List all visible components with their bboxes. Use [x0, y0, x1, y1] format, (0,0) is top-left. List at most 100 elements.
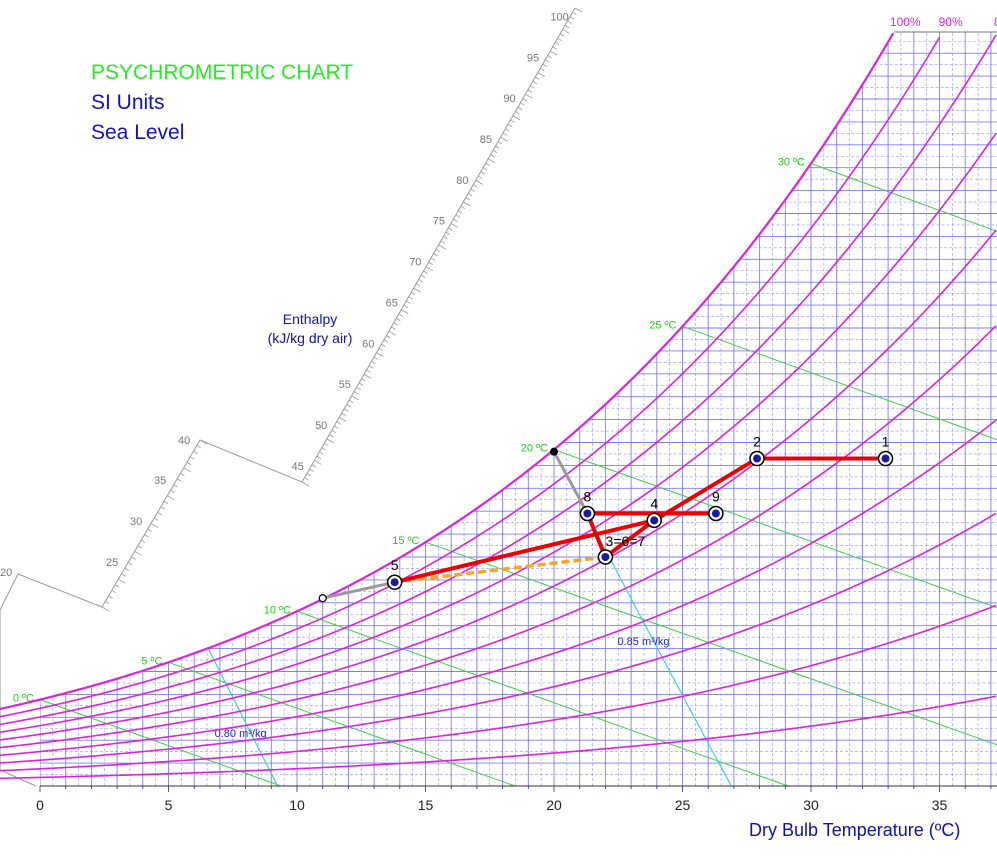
enthalpy-tick-label: 95	[527, 52, 539, 64]
state-point-label: 2	[753, 434, 761, 450]
enthalpy-scale-line	[0, 7, 576, 770]
state-point-dot	[650, 516, 659, 525]
enthalpy-tick	[572, 11, 577, 16]
x-tick-label: 35	[932, 797, 948, 813]
state-point-label: 5	[391, 557, 399, 573]
enthalpy-tick	[183, 467, 191, 473]
gray-process-line	[322, 580, 395, 600]
enthalpy-tick-label: 30	[130, 516, 142, 528]
enthalpy-tick	[373, 356, 379, 360]
enthalpy-tick	[393, 322, 399, 326]
enthalpy-tick	[473, 184, 478, 188]
enthalpy-tick	[157, 512, 162, 516]
rh-curve-30	[0, 512, 997, 764]
enthalpy-tick	[540, 67, 545, 72]
enthalpy-tick	[388, 330, 397, 336]
enthalpy-tick	[304, 477, 309, 481]
enthalpy-tick	[569, 16, 575, 20]
enthalpy-tick	[111, 589, 117, 594]
enthalpy-tick	[520, 102, 525, 106]
enthalpy-tick	[319, 451, 324, 455]
enthalpy-tick	[403, 304, 408, 309]
enthalpy-tick	[567, 20, 572, 24]
enthalpy-tick	[173, 484, 179, 488]
enthalpy-tick	[396, 317, 401, 322]
enthalpy-tick	[314, 460, 322, 465]
enthalpy-tick-label: 20	[0, 567, 12, 579]
x-tick-label: 25	[675, 797, 691, 813]
x-tick-label: 15	[418, 797, 434, 813]
enthalpy-tick	[527, 89, 533, 93]
enthalpy-tick	[160, 506, 166, 510]
x-tick-label: 10	[289, 797, 305, 813]
enthalpy-tick	[448, 227, 453, 231]
enthalpy-tick-label: 55	[339, 379, 351, 391]
enthalpy-tick	[535, 76, 540, 80]
state-point-4: 4	[646, 495, 662, 529]
enthalpy-tick	[150, 523, 159, 528]
enthalpy-tick	[430, 257, 436, 261]
enthalpy-tick	[324, 442, 329, 447]
enthalpy-tick	[351, 395, 359, 401]
state-point-dot	[753, 454, 762, 463]
wet-bulb-label: 15 ºC	[392, 535, 419, 547]
enthalpy-tick-label: 50	[315, 420, 327, 432]
enthalpy-tick-label: 35	[154, 475, 166, 487]
enthalpy-tick-label: 75	[433, 216, 445, 228]
enthalpy-tick	[114, 584, 120, 588]
chart-altitude: Sea Level	[91, 121, 185, 144]
enthalpy-tick	[341, 412, 346, 416]
enthalpy-tick	[440, 240, 446, 244]
enthalpy-tick	[108, 595, 113, 599]
enthalpy-tick	[480, 171, 485, 175]
enthalpy-tick	[545, 59, 550, 63]
state-point-label: 8	[584, 488, 592, 504]
enthalpy-tick	[507, 124, 513, 128]
state-point-dot	[583, 509, 592, 518]
state-point-label: 4	[650, 495, 658, 511]
enthalpy-tick	[176, 478, 182, 482]
enthalpy-tick	[425, 266, 434, 271]
rh-top-label: 90%	[939, 15, 963, 29]
enthalpy-tick	[127, 562, 133, 566]
enthalpy-tick	[530, 85, 535, 89]
state-points-layer: 1 2 9 4 8 3=6=7 5	[386, 434, 894, 590]
wet-bulb-line	[39, 699, 282, 787]
enthalpy-tick	[537, 72, 545, 77]
enthalpy-tick	[445, 231, 451, 235]
enthalpy-tick	[348, 399, 354, 403]
enthalpy-tick	[460, 205, 466, 210]
enthalpy-tick	[559, 33, 565, 37]
enthalpy-label-line1: Enthalpy	[282, 311, 338, 327]
enthalpy-tick	[366, 369, 371, 373]
volume-line	[207, 648, 279, 787]
enthalpy-tick	[423, 270, 428, 274]
wet-bulb-label: 20 ºC	[521, 443, 548, 455]
rh-curve-80	[0, 34, 997, 726]
state-point-dot	[390, 578, 399, 587]
enthalpy-tick	[329, 434, 334, 438]
enthalpy-tick	[492, 149, 498, 154]
enthalpy-tick	[408, 296, 413, 300]
enthalpy-tick	[433, 253, 438, 257]
rh-curve-10	[0, 695, 997, 780]
enthalpy-tick-label: 60	[362, 338, 374, 350]
enthalpy-tick	[137, 545, 143, 549]
enthalpy-tick	[381, 343, 386, 347]
process-layer	[318, 447, 888, 603]
enthalpy-tick	[170, 489, 175, 493]
enthalpy-tick	[134, 550, 142, 556]
process-line	[652, 456, 760, 523]
state-point-1: 1	[877, 434, 894, 467]
enthalpy-tick	[154, 517, 159, 521]
enthalpy-tick	[105, 601, 110, 605]
wet-bulb-line	[553, 449, 997, 609]
gray-endpoint	[318, 594, 327, 603]
volume-label: 0.80 m³/kg	[215, 728, 267, 740]
enthalpy-tick	[435, 248, 441, 253]
enthalpy-tick	[410, 292, 416, 296]
wet-bulb-line	[168, 661, 516, 787]
x-axis-layer: 0 5 10 15 20 25 30 35	[36, 785, 997, 813]
enthalpy-tick	[147, 528, 152, 532]
enthalpy-tick	[193, 450, 198, 454]
